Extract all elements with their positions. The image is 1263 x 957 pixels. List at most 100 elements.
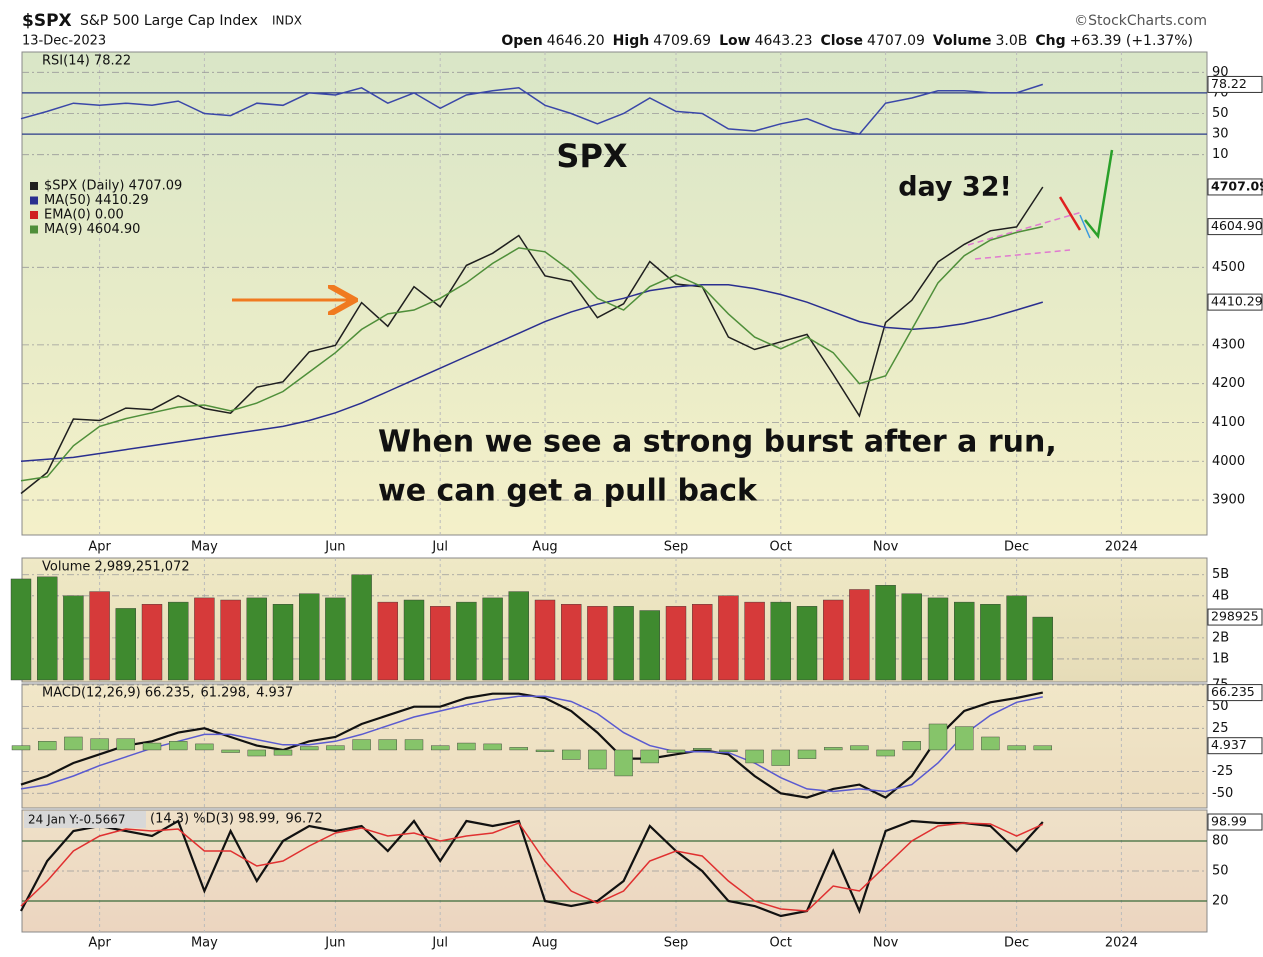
bar [665, 606, 687, 681]
drawn-line [1084, 149, 1114, 239]
x-tick-label: Jul [431, 936, 448, 951]
value-badge [1207, 737, 1263, 755]
series-line [20, 695, 1043, 793]
x-tick-label: Aug [532, 540, 557, 555]
bar [1033, 745, 1053, 751]
bar [168, 741, 188, 751]
legend-swatch [30, 211, 38, 219]
value-badge [1207, 75, 1263, 93]
bar [666, 749, 686, 753]
value-badge-label: 4410.29 [1211, 294, 1263, 309]
bar [692, 604, 713, 681]
bar [63, 595, 84, 681]
price-panel [21, 51, 1208, 536]
bar [876, 749, 895, 757]
y-tick-label: 5B [1212, 567, 1229, 582]
x-tick-label: 2024 [1105, 540, 1138, 555]
y-tick-label: 2B [1212, 630, 1229, 645]
bar [300, 746, 319, 751]
legend-label: MACD(12,26,9) 66.235, [42, 686, 194, 701]
y-tick-label: 1B [1212, 651, 1229, 666]
bar [352, 739, 371, 751]
bar [875, 585, 896, 681]
bar [901, 593, 922, 681]
legend-swatch [30, 225, 38, 234]
annotation: When we see a strong burst after a run, [378, 425, 1057, 460]
series-line [20, 83, 1044, 135]
quote-label: Low [719, 33, 751, 49]
bar [377, 601, 398, 681]
annotation: SPX [556, 137, 628, 175]
y-tick-label: 4B [1212, 588, 1229, 603]
value-badge [1207, 684, 1263, 702]
series-line [20, 822, 1044, 912]
bar [167, 601, 189, 681]
bar [614, 749, 633, 777]
bar [718, 595, 739, 681]
quote-value: 4646.20 [547, 33, 605, 49]
bar [247, 749, 267, 757]
y-tick-label: 3900 [1212, 493, 1245, 508]
quote-label: Close [820, 33, 863, 49]
legend-label: MA(50) 4410.29 [44, 193, 149, 208]
x-tick-label: Dec [1004, 936, 1029, 951]
bar [640, 749, 659, 764]
bar [928, 723, 948, 751]
legend-label: RSI(14) 78.22 [42, 54, 131, 69]
x-tick-label: 2024 [1105, 936, 1138, 951]
bar [38, 741, 57, 751]
bar [142, 742, 162, 751]
bar [378, 739, 397, 751]
quote-value: 4643.23 [755, 33, 813, 49]
bar [246, 597, 268, 681]
bar [796, 606, 818, 681]
annotation: day 32! [898, 172, 1012, 203]
bar [10, 578, 32, 681]
bar [194, 597, 215, 681]
channel-line [974, 249, 1071, 260]
bar [535, 749, 555, 752]
source: ©StockCharts.com [1074, 13, 1207, 29]
bar [824, 747, 843, 751]
legend-label: MA(9) 4604.90 [44, 222, 140, 237]
value-badge-label: 298925 [1211, 609, 1259, 624]
bar [823, 599, 844, 681]
bar [981, 736, 1000, 751]
bar [955, 726, 974, 751]
bar [744, 601, 765, 681]
y-tick-label: 20 [1212, 894, 1229, 909]
bar [116, 738, 136, 751]
bar [404, 739, 424, 751]
bar [64, 736, 83, 751]
x-tick-label: Oct [770, 936, 792, 951]
legend-label: $SPX (Daily) 4707.09 [44, 179, 182, 194]
y-tick-label: 4000 [1212, 454, 1245, 469]
cursor-box [24, 811, 146, 828]
value-badge [1207, 608, 1263, 626]
value-badge-label: 4.937 [1211, 737, 1247, 752]
bar [90, 738, 109, 751]
series-line [20, 819, 1044, 918]
value-badge-label: 66.235 [1211, 684, 1255, 699]
bar [534, 599, 556, 681]
bar [272, 604, 294, 681]
bar [11, 745, 31, 751]
bar [562, 749, 581, 760]
y-tick-label: 50 [1212, 864, 1229, 879]
value-badge-label: 4604.90 [1211, 218, 1263, 233]
value-badge [1207, 293, 1263, 311]
legend-label: Volume 2,989,251,072 [42, 560, 190, 575]
cursor-label: 24 Jan Y:-0.5667 [28, 813, 126, 827]
bar [927, 597, 949, 681]
bar [483, 743, 502, 751]
x-tick-label: May [191, 936, 218, 951]
bar [221, 749, 240, 753]
date: 13-Dec-2023 [22, 34, 106, 49]
bar [403, 599, 425, 681]
bar [456, 601, 477, 681]
legend-label: (14,3) %D(3) 98.99, [150, 812, 279, 827]
bar [849, 589, 870, 681]
bar [770, 601, 791, 681]
bar [1007, 745, 1026, 751]
